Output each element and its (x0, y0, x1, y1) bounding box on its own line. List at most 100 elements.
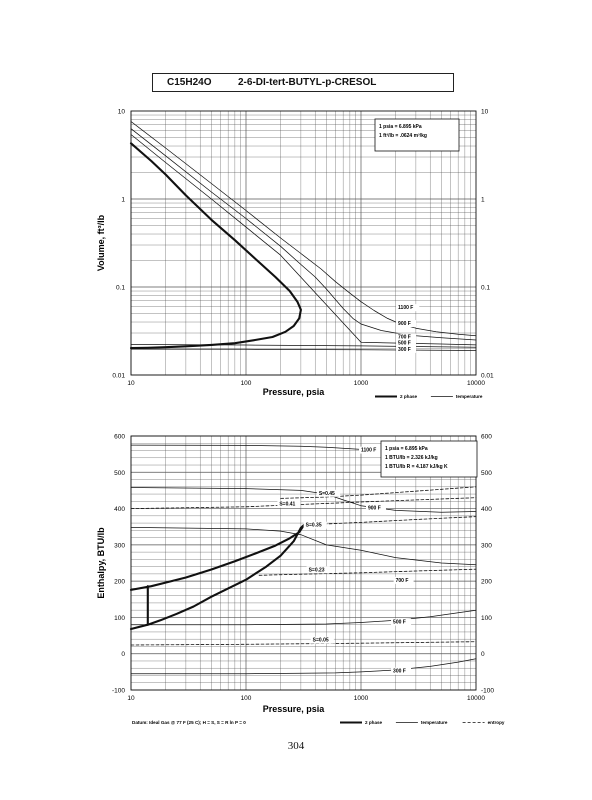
curve-label-700-f: 700 F (396, 578, 409, 584)
y-tick-label-left: -100 (112, 688, 125, 695)
series-line-s-0-41 (130, 497, 477, 510)
legend: 2 phase temperature entropy (340, 720, 505, 725)
curve-label-bg (391, 618, 412, 626)
conversion-note-line: 1 psia = 6.895 kPa (379, 124, 422, 130)
curve-label-bg (306, 566, 330, 574)
series-group (129, 444, 477, 675)
series-line-s-0-45 (280, 486, 477, 499)
compound-name: 2-6-DI-tert-BUTYL-p-CRESOL (238, 77, 377, 88)
curve-label-300-f: 300 F (398, 347, 411, 353)
series-line-900-f (130, 487, 477, 513)
series-line-s-0-23 (258, 568, 477, 576)
conversion-note-line: 1 ft³/lb = .0624 m³/kg (379, 133, 427, 139)
curve-label-bg (359, 446, 383, 454)
page-number: 304 (287, 740, 305, 752)
y-axis-label: Enthalpy, BTU/lb (96, 527, 106, 599)
x-tick-label: 10 (127, 380, 135, 387)
y-tick-label-right: 0.1 (481, 285, 490, 292)
series-line-s-0-35 (303, 516, 477, 526)
y-tick-label-right: 200 (481, 579, 492, 586)
x-tick-label: 100 (241, 380, 252, 387)
datum-note: Datum: Ideal Gas @ 77 F (25 C); H = S, S… (132, 720, 246, 725)
conversion-note-box (380, 440, 478, 478)
legend-label-temperature: temperature (456, 394, 483, 399)
y-tick-label-right: 100 (481, 615, 492, 622)
curve-label-s-0-23: S=0.23 (309, 567, 325, 573)
curve-label-900-f: 900 F (398, 321, 411, 327)
x-axis-label: Pressure, psia (263, 704, 326, 714)
series-line-500-f (130, 344, 477, 348)
x-tick-label: 10000 (467, 380, 485, 387)
curve-label-bg (393, 576, 414, 584)
curve-label-bg (396, 333, 417, 341)
curve-label-s-0-35: S=0.35 (306, 523, 322, 529)
y-tick-label-left: 0.01 (112, 373, 125, 380)
y-tick-label-right: 1 (481, 197, 485, 204)
curve-label-bg (396, 304, 420, 312)
y-tick-label-left: 0 (121, 651, 125, 658)
y-tick-label-right: 600 (481, 434, 492, 441)
y-tick-label-left: 600 (114, 434, 125, 441)
y-tick-label-right: -100 (481, 688, 494, 695)
title-box: C15H24O 2-6-DI-tert-BUTYL-p-CRESOL (152, 73, 454, 92)
chemical-formula: C15H24O (167, 77, 212, 88)
series-line-s-0-05 (130, 641, 477, 646)
conversion-note-line: 1 BTU/lb R = 4.187 kJ/kg K (385, 464, 448, 470)
y-tick-label-right: 10 (481, 109, 489, 116)
curve-label-s-0-41: S=0.41 (279, 502, 295, 508)
x-tick-label: 100 (241, 695, 252, 702)
y-tick-label-right: 300 (481, 542, 492, 549)
curve-label-bg (310, 636, 334, 644)
conversion-note-line: 1 psia = 6.895 kPa (385, 446, 428, 452)
series-line-700-f (130, 134, 477, 346)
legend-label-entropy: entropy (488, 720, 505, 725)
y-tick-label-left: 300 (114, 542, 125, 549)
curve-label-bg (396, 345, 417, 353)
curve-label-bg (303, 521, 327, 529)
curve-label-900-f: 900 F (368, 506, 381, 512)
x-tick-label: 10 (127, 695, 135, 702)
curve-label-500-f: 500 F (398, 341, 411, 347)
x-axis-label: Pressure, psia (263, 387, 326, 397)
y-tick-label-left: 400 (114, 506, 125, 513)
legend: 2 phase temperature (375, 394, 483, 399)
y-tick-label-left: 10 (118, 109, 126, 116)
curve-label-s-0-05: S=0.05 (313, 638, 329, 644)
curve-label-700-f: 700 F (398, 334, 411, 340)
x-tick-label: 1000 (354, 380, 369, 387)
series-line-900-f (130, 128, 477, 341)
curve-label-500-f: 500 F (393, 620, 406, 626)
y-tick-label-right: 0.01 (481, 373, 494, 380)
y-tick-label-right: 500 (481, 470, 492, 477)
chart-1: 10 100 1000 10000 10 10 1 1 0.1 0.1 0.01 0.01 Pressu… (96, 109, 494, 400)
curve-label-s-0-45: S=0.45 (319, 491, 335, 497)
series-line-500-f (130, 609, 477, 626)
plot-frame (130, 435, 477, 691)
y-tick-label-right: 400 (481, 506, 492, 513)
y-axis-label: Volume, ft³/lb (96, 214, 106, 271)
curve-label-bg (277, 500, 301, 508)
series-group (129, 121, 477, 351)
y-tick-label-left: 1 (121, 197, 125, 204)
curve-label-bg (316, 489, 341, 497)
curve-label-1100-f: 1100 F (361, 448, 376, 454)
legend-label-temperature: temperature (421, 720, 448, 725)
grid (130, 111, 476, 376)
series-line-700-f (130, 527, 477, 566)
x-tick-label: 10000 (467, 695, 485, 702)
x-tick-label: 1000 (354, 695, 369, 702)
y-tick-label-right: 0 (481, 651, 485, 658)
curve-label-bg (396, 339, 417, 347)
legend-label-2-phase: 2 phase (400, 394, 418, 399)
series-line-1100-f (130, 121, 477, 337)
y-tick-label-left: 500 (114, 470, 125, 477)
series-line-300-f (130, 658, 477, 675)
curve-label-1100-f: 1100 F (398, 305, 413, 311)
legend-label-2-phase: 2 phase (365, 720, 383, 725)
series-line-2-phase (129, 142, 302, 350)
conversion-note-box (374, 118, 460, 152)
curve-label-bg (365, 504, 386, 512)
conversion-note-line: 1 BTU/lb = 2.326 kJ/kg (385, 455, 438, 461)
